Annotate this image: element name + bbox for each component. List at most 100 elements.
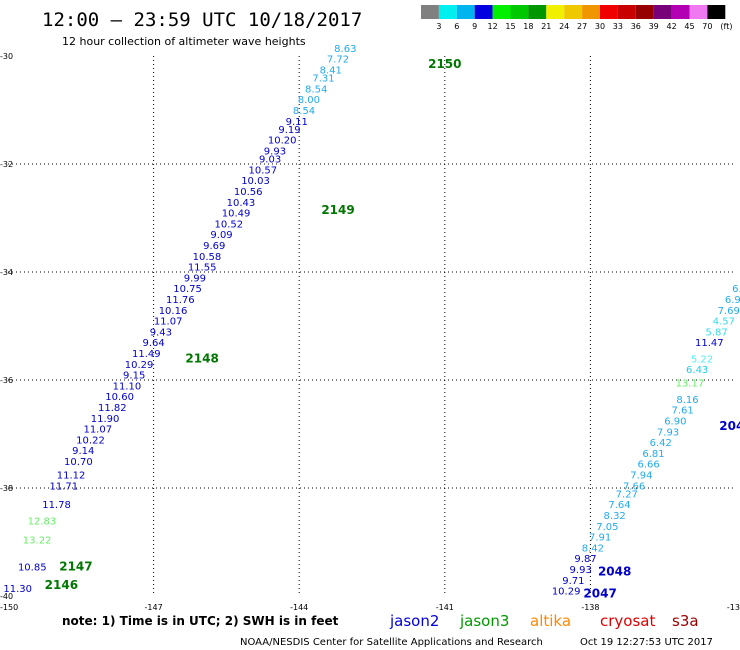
swh-value-label: 13.22 [23, 535, 52, 546]
y-axis-ticks: -30 -32 -34 -36 -38 -40 [0, 52, 13, 601]
legend-label: 30 [595, 22, 605, 31]
legend-label: 6 [454, 22, 459, 31]
swh-value-label: 11.07 [154, 317, 183, 328]
swh-value-label: 10.70 [64, 457, 93, 468]
swh-value-label: 10.29 [552, 587, 581, 598]
swh-value-label: 10.16 [159, 306, 188, 317]
legend-label: 3 [436, 22, 441, 31]
swh-value-label: 8.41 [320, 66, 342, 77]
legend-swatch [707, 5, 726, 19]
swh-value-label: 9.19 [278, 125, 300, 136]
legend-label: 42 [667, 22, 677, 31]
swh-value-label: 10.43 [227, 198, 256, 209]
x-tick-label: -138 [581, 603, 599, 612]
swh-value-label: 9.99 [184, 273, 206, 284]
legend-swatch [474, 5, 493, 19]
credit-line: NOAA/NESDIS Center for Satellite Applica… [240, 637, 543, 648]
swh-value-label: 6.66 [638, 460, 660, 471]
swh-value-label: 10.75 [173, 284, 202, 295]
swh-value-label: 6.42 [650, 438, 672, 449]
swh-value-label: 11.76 [166, 295, 195, 306]
swh-value-label: 4.57 [713, 317, 735, 328]
swh-value-label: 10.58 [193, 252, 222, 263]
swh-value-label: 7.94 [630, 471, 652, 482]
swh-value-label: 9.93 [264, 147, 286, 158]
pass-number-label: 2150 [428, 57, 461, 71]
generation-timestamp: Oct 19 12:27:53 UTC 2017 [580, 637, 713, 648]
swh-value-label: 6.81 [642, 449, 664, 460]
swh-value-label: 9.71 [562, 576, 584, 587]
swh-value-label: 11.12 [57, 471, 86, 482]
swh-value-label: 9.64 [142, 338, 164, 349]
swh-value-label: 11.49 [132, 349, 161, 360]
legend-label: 21 [541, 22, 551, 31]
swh-value-label: 7.93 [657, 427, 679, 438]
swh-value-label: 9.11 [286, 117, 308, 128]
swh-value-label: 12.83 [28, 516, 57, 527]
swh-value-label: 9.03 [259, 155, 281, 166]
swh-value-label: 11.55 [188, 263, 217, 274]
pass-labels: 2146 2147 2148 2149 2150 2047 2048 2049 [45, 57, 740, 600]
legend-label: 24 [559, 22, 569, 31]
satellite-name: jason2 [389, 612, 439, 630]
legend-label: 45 [684, 22, 694, 31]
chart-title: 12:00 – 23:59 UTC 10/18/2017 [42, 9, 362, 31]
swh-value-label: 8.32 [604, 511, 626, 522]
y-tick-label: -34 [0, 268, 13, 277]
swh-value-label: 8.42 [582, 543, 604, 554]
swh-value-label: 7.66 [623, 481, 645, 492]
swh-value-label: 10.03 [241, 176, 270, 187]
swh-value-label: 7.27 [616, 489, 638, 500]
swh-value-label: 9.09 [210, 230, 232, 241]
legend-swatch [546, 5, 565, 19]
swh-value-label: 7.61 [671, 406, 693, 417]
legend-label: 9 [472, 22, 477, 31]
legend-label: 15 [505, 22, 515, 31]
legend-swatch [617, 5, 636, 19]
x-tick-label: -141 [436, 603, 454, 612]
swh-value-label: 10.29 [125, 360, 154, 371]
pass-number-label: 2149 [321, 203, 354, 217]
legend-swatch [438, 5, 457, 19]
swh-value-label: 11.47 [695, 338, 724, 349]
swh-value-label: 5.87 [705, 327, 727, 338]
x-tick-label: -150 [0, 603, 18, 612]
swh-value-label: 11.82 [98, 403, 127, 414]
swh-value-label: 9.15 [123, 371, 145, 382]
pass-number-label: 2146 [45, 578, 78, 592]
legend-swatch [564, 5, 583, 19]
swh-value-label: 11.90 [91, 414, 120, 425]
swh-value-label: 8.00 [298, 95, 320, 106]
legend-swatch [528, 5, 547, 19]
swh-value-label: 10.49 [222, 209, 251, 220]
swh-value-label: 10.56 [234, 187, 263, 198]
swh-value-label: 6.90 [664, 417, 686, 428]
swh-value-label: 6.43 [686, 365, 708, 376]
satellite-name: cryosat [600, 612, 655, 630]
legend-swatch [456, 5, 475, 19]
swh-value-label: 7.72 [327, 55, 349, 66]
swh-value-label: 8.63 [334, 44, 356, 55]
swh-value-label: 11.78 [42, 500, 71, 511]
pass-number-label: 2049 [719, 419, 740, 433]
swh-value-label: 10.60 [105, 392, 134, 403]
swh-value-label: 9.69 [203, 241, 225, 252]
swh-value-label: 11.30 [3, 584, 32, 595]
legend-label: 36 [631, 22, 641, 31]
chart-subtitle: 12 hour collection of altimeter wave hei… [62, 35, 306, 48]
swh-value-label: 7.05 [596, 522, 618, 533]
swh-value-label: 11.10 [113, 381, 142, 392]
legend-swatch [510, 5, 529, 19]
legend-swatch [689, 5, 708, 19]
swh-value-label: 13.17 [676, 379, 705, 390]
swh-value-label: 11.07 [83, 425, 112, 436]
satellite-legend: jason2 jason3 altika cryosat s3a [389, 612, 699, 630]
footnote: note: 1) Time is in UTC; 2) SWH is in fe… [62, 614, 339, 628]
pass-number-label: 2148 [185, 351, 218, 365]
swh-value-label: 10.22 [76, 435, 105, 446]
legend-label: 33 [613, 22, 623, 31]
legend-swatch [671, 5, 690, 19]
legend-swatch [582, 5, 600, 19]
swh-value-label: 10.57 [248, 165, 277, 176]
